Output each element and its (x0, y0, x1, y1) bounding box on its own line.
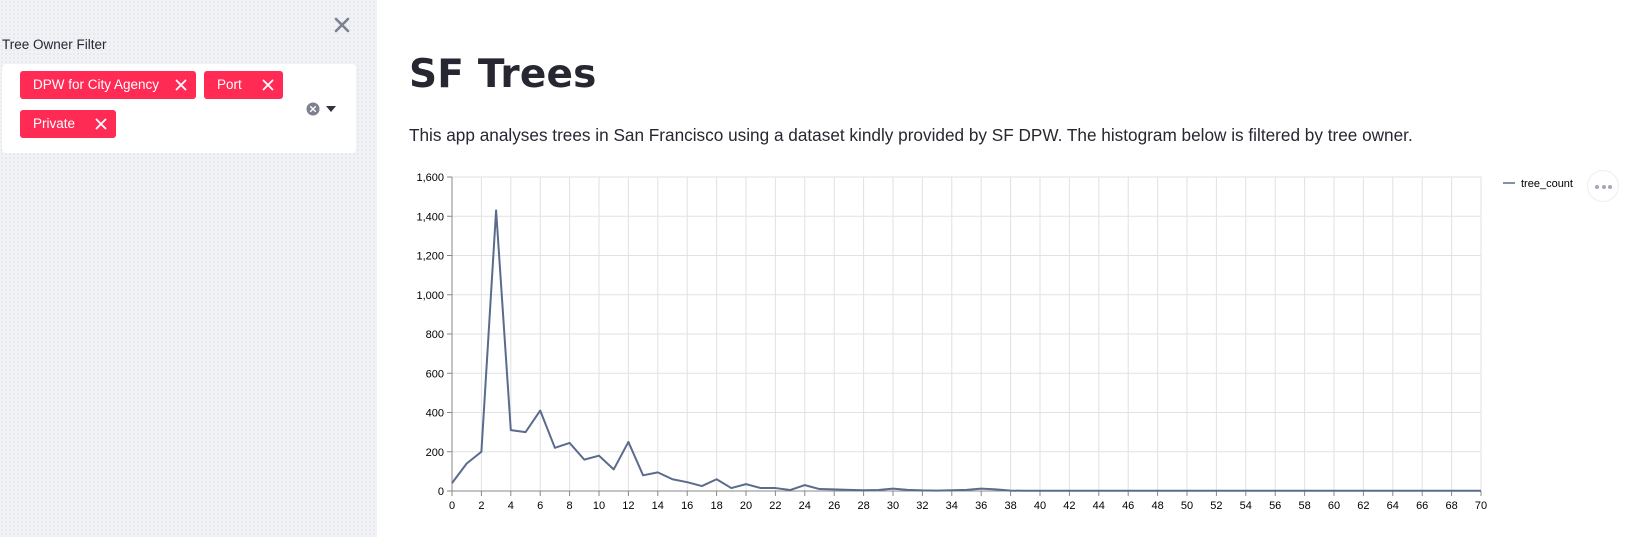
x-tick-label: 2 (478, 500, 484, 512)
x-tick-label: 60 (1328, 500, 1340, 512)
more-dot-icon (1601, 185, 1606, 189)
x-tick-label: 40 (1034, 500, 1046, 512)
chip-label: Port (217, 77, 242, 92)
page-title: SF Trees (409, 52, 597, 97)
chip-label: Private (33, 116, 76, 131)
x-tick-label: 52 (1210, 500, 1222, 512)
y-tick-label: 200 (426, 447, 444, 459)
x-tick-label: 16 (681, 500, 693, 512)
x-tick-label: 36 (975, 500, 987, 512)
chip-dpw-for-city-agency: DPW for City Agency (20, 71, 196, 99)
x-tick-label: 32 (916, 500, 928, 512)
x-tick-label: 22 (769, 500, 781, 512)
x-tick-label: 44 (1093, 500, 1105, 512)
x-tick-label: 58 (1298, 500, 1310, 512)
x-tick-label: 6 (537, 500, 543, 512)
x-tick-label: 26 (828, 500, 840, 512)
x-tick-label: 34 (946, 500, 958, 512)
x-tick-label: 8 (567, 500, 573, 512)
x-tick-label: 42 (1063, 500, 1075, 512)
chip-port: Port (204, 71, 283, 99)
x-tick-label: 70 (1475, 500, 1487, 512)
chip-label: DPW for City Agency (33, 77, 160, 92)
x-tick-label: 54 (1240, 500, 1252, 512)
x-tick-label: 46 (1122, 500, 1134, 512)
y-tick-label: 1,200 (416, 251, 444, 263)
legend-label: tree_count (1521, 178, 1573, 190)
x-tick-label: 18 (710, 500, 722, 512)
remove-chip-icon[interactable] (175, 79, 187, 91)
chart-menu-button[interactable] (1587, 170, 1619, 202)
remove-chip-icon[interactable] (95, 118, 107, 130)
x-tick-label: 50 (1181, 500, 1193, 512)
x-tick-label: 62 (1357, 500, 1369, 512)
chevron-down-icon[interactable] (326, 105, 336, 113)
x-tick-label: 10 (593, 500, 605, 512)
y-tick-label: 1,400 (416, 211, 444, 223)
x-tick-label: 4 (508, 500, 514, 512)
x-tick-label: 0 (449, 500, 455, 512)
series-line-tree_count (451, 209, 1481, 492)
x-tick-label: 12 (622, 500, 634, 512)
x-tick-label: 38 (1004, 500, 1016, 512)
y-tick-label: 600 (426, 368, 444, 380)
x-tick-label: 48 (1151, 500, 1163, 512)
x-tick-label: 66 (1416, 500, 1428, 512)
remove-chip-icon[interactable] (262, 79, 274, 91)
x-tick-label: 14 (652, 500, 664, 512)
more-dot-icon (1595, 185, 1599, 189)
y-tick-label: 400 (426, 408, 444, 420)
x-tick-label: 30 (887, 500, 899, 512)
x-tick-label: 64 (1387, 500, 1399, 512)
page-description: This app analyses trees in San Francisco… (409, 125, 1413, 145)
y-tick-label: 1,000 (416, 290, 444, 302)
x-tick-label: 56 (1269, 500, 1281, 512)
more-dot-icon (1608, 185, 1612, 189)
clear-all-icon[interactable] (306, 102, 320, 116)
filter-label: Tree Owner Filter (2, 37, 107, 52)
x-tick-label: 28 (857, 500, 869, 512)
tree-owner-multiselect[interactable]: DPW for City Agency Port Private (2, 64, 356, 153)
close-icon[interactable] (331, 14, 353, 36)
y-tick-label: 800 (426, 329, 444, 341)
y-tick-label: 1,600 (416, 172, 444, 184)
y-tick-label: 0 (438, 486, 444, 498)
x-tick-label: 20 (740, 500, 752, 512)
x-tick-label: 24 (799, 500, 811, 512)
chip-private: Private (20, 110, 116, 138)
x-tick-label: 68 (1445, 500, 1457, 512)
sidebar: Tree Owner Filter DPW for City Agency Po… (0, 0, 377, 537)
